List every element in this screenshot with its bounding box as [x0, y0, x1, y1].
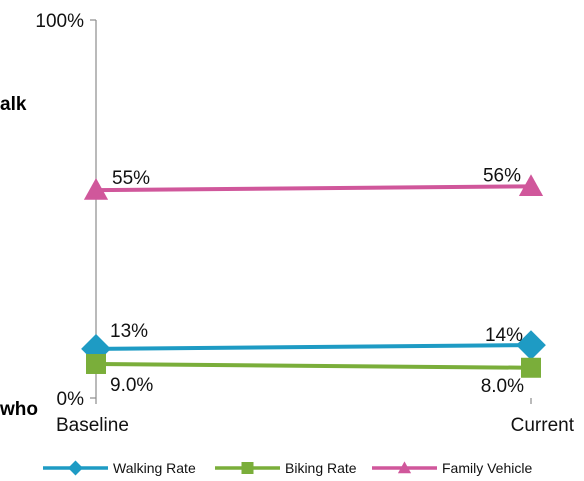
legend-label: Biking Rate — [285, 460, 357, 476]
y-tick-label: 100% — [35, 11, 84, 32]
walking-rate-line — [95, 343, 532, 351]
walking-rate-data-label: 14% — [485, 325, 523, 346]
x-tick-label: Baseline — [56, 415, 129, 436]
axes: 0% 100% Baseline Current alk who — [0, 11, 575, 436]
biking-rate-point — [86, 353, 106, 374]
series-layer — [81, 174, 546, 378]
family-vehicle-line — [95, 184, 532, 193]
side-label: who — [0, 399, 38, 420]
walking-rate-data-label: 13% — [110, 321, 148, 342]
side-label: alk — [0, 94, 27, 115]
legend-item-biking-rate: Biking Rate — [215, 460, 357, 476]
legend-item-family-vehicle: Family Vehicle — [372, 460, 532, 476]
biking-rate-data-label: 9.0% — [110, 375, 153, 396]
biking-rate-line — [95, 361, 532, 370]
legend-swatch-marker — [397, 461, 412, 474]
biking-rate-data-label: 8.0% — [481, 376, 524, 397]
family-vehicle-data-label: 55% — [112, 168, 150, 189]
walking-rate-point — [81, 333, 111, 364]
legend-swatch-marker — [241, 462, 254, 474]
family-vehicle-data-label: 56% — [483, 165, 521, 186]
x-tick-label: Current — [511, 415, 575, 436]
legend-label: Family Vehicle — [442, 460, 532, 476]
legend-label: Walking Rate — [113, 460, 196, 476]
family-vehicle-point — [83, 178, 109, 200]
biking-rate-point — [521, 357, 541, 378]
legend-item-walking-rate: Walking Rate — [43, 460, 196, 476]
y-tick-label: 0% — [57, 389, 85, 410]
walking-rate-point — [516, 330, 546, 360]
family-vehicle-point — [518, 174, 544, 196]
data-labels: 13% 14% 9.0% 8.0% 55% 56% — [110, 165, 524, 396]
legend-swatch-marker — [68, 460, 83, 476]
legend: Walking Rate Biking Rate Family Vehicle — [43, 460, 532, 476]
